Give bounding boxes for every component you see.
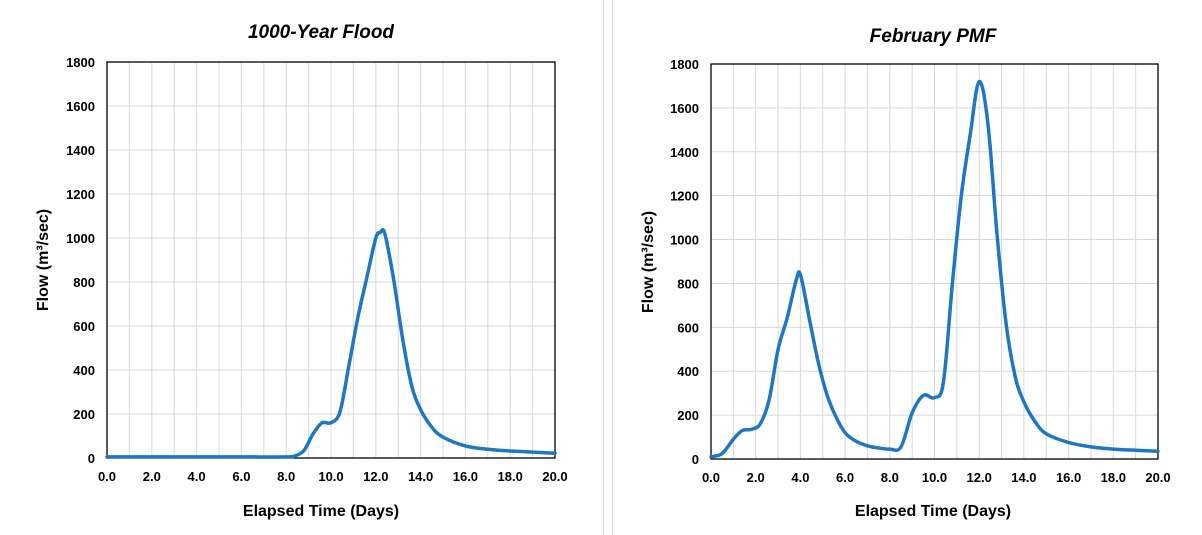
x-tick-label: 12.0	[967, 470, 992, 485]
y-tick-labels: 0 200 400 600 800 1000 1200 1400 1600 1800	[670, 57, 699, 467]
x-tick-labels: 0.0 2.0 4.0 6.0 8.0 10.0 12.0 14.0 16.0 18.0 20.0	[98, 469, 568, 484]
y-axis-title: Flow (m³/sec)	[35, 209, 52, 311]
x-tick-label: 0.0	[98, 469, 116, 484]
chart-panel-left: 1000-Year Flood Elapsed Time (Days) Flow…	[35, 0, 604, 535]
x-tick-label: 20.0	[1145, 470, 1170, 485]
x-tick-label: 4.0	[188, 469, 206, 484]
y-tick-label: 1000	[670, 233, 699, 248]
y-tick-label: 800	[73, 275, 95, 290]
y-tick-label: 1600	[670, 101, 699, 116]
x-tick-label: 4.0	[791, 470, 809, 485]
x-tick-label: 18.0	[498, 469, 523, 484]
x-tick-label: 16.0	[453, 469, 478, 484]
y-tick-label: 1800	[670, 57, 699, 72]
x-tick-label: 16.0	[1056, 470, 1081, 485]
x-tick-label: 8.0	[881, 470, 899, 485]
y-tick-labels: 0 200 400 600 800 1000 1200 1400 1600 1800	[66, 55, 95, 466]
y-tick-label: 0	[88, 451, 95, 466]
chart-panel-right: February PMF Elapsed Time (Days) Flow (m…	[612, 0, 1202, 535]
x-tick-label: 12.0	[363, 469, 388, 484]
y-tick-label: 200	[677, 408, 699, 423]
plot-area-frame	[106, 61, 556, 459]
y-tick-label: 1200	[66, 187, 95, 202]
chart-title: 1000-Year Flood	[248, 22, 394, 43]
x-tick-label: 10.0	[318, 469, 343, 484]
gridlines	[711, 64, 1158, 459]
chart-february-pmf: February PMF Elapsed Time (Days) Flow (m…	[640, 26, 1171, 520]
x-tick-label: 0.0	[702, 470, 720, 485]
gridlines	[107, 62, 555, 458]
y-tick-label: 1000	[66, 231, 95, 246]
y-tick-label: 1800	[66, 55, 95, 70]
x-tick-label: 14.0	[1011, 470, 1036, 485]
y-tick-label: 1400	[670, 145, 699, 160]
y-axis-title: Flow (m³/sec)	[640, 211, 657, 313]
x-tick-label: 18.0	[1101, 470, 1126, 485]
chart-title: February PMF	[870, 26, 998, 47]
y-tick-label: 400	[73, 363, 95, 378]
y-tick-label: 600	[73, 319, 95, 334]
x-axis-title: Elapsed Time (Days)	[855, 503, 1011, 520]
y-tick-label: 800	[677, 276, 699, 291]
x-tick-labels: 0.0 2.0 4.0 6.0 8.0 10.0 12.0 14.0 16.0 18.0 20.0	[702, 470, 1171, 485]
x-tick-label: 14.0	[408, 469, 433, 484]
x-tick-label: 20.0	[542, 469, 567, 484]
y-tick-label: 0	[692, 452, 699, 467]
plot-area-frame	[710, 63, 1159, 460]
x-tick-label: 2.0	[747, 470, 765, 485]
x-tick-label: 8.0	[277, 469, 295, 484]
chart-1000-year-flood: 1000-Year Flood Elapsed Time (Days) Flow…	[35, 22, 568, 520]
y-tick-label: 1600	[66, 99, 95, 114]
x-tick-label: 10.0	[922, 470, 947, 485]
x-tick-label: 2.0	[143, 469, 161, 484]
x-axis-title: Elapsed Time (Days)	[243, 503, 399, 520]
y-tick-label: 1200	[670, 189, 699, 204]
y-tick-label: 400	[677, 364, 699, 379]
x-tick-label: 6.0	[836, 470, 854, 485]
series-line-flow	[709, 79, 1160, 459]
y-tick-label: 600	[677, 320, 699, 335]
y-tick-label: 1400	[66, 143, 95, 158]
series-line-flow	[105, 227, 557, 459]
y-tick-label: 200	[73, 407, 95, 422]
x-tick-label: 6.0	[232, 469, 250, 484]
